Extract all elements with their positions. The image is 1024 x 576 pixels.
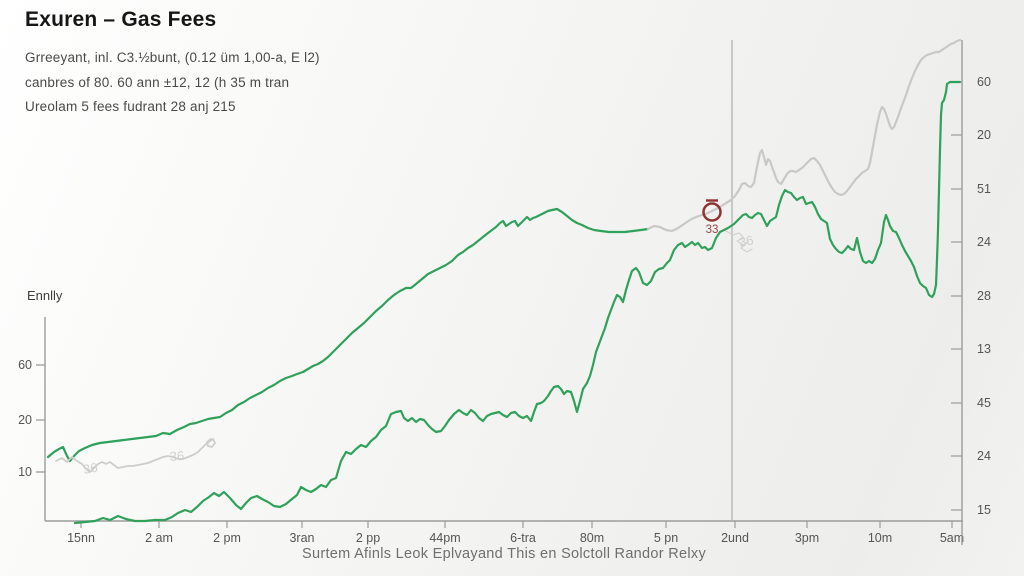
marker-value-label: 33	[706, 224, 719, 236]
x-axis-tick-label: 2 am	[145, 531, 173, 545]
axes-layer: 60 20 10 15nn 2 am 2 pm 3ran 2 pp 44pm 6-tra 80m 5 …	[18, 40, 991, 545]
subtitle-line-1: Grreeyant, inl. C3.½bunt, (0.12 üm 1,00-…	[25, 46, 320, 71]
x-axis-tick-label: 3ran	[289, 531, 314, 545]
right-axis-tick-label: 51	[977, 182, 991, 196]
series-green-lower-line	[73, 80, 962, 525]
x-axis-tick-label: 5 pn	[654, 531, 678, 545]
left-axis-tick-label: 10	[18, 465, 32, 479]
right-axis-tick-label: 60	[977, 75, 991, 89]
subtitle-line-2: canbres of 80. 60 ann ±12, 12 (h 35 m tr…	[25, 71, 320, 96]
series-layer	[46, 38, 962, 525]
left-axis-tick-label: 60	[18, 358, 32, 372]
x-axis-tick-label: 2und	[721, 531, 749, 545]
left-axis-title: Ennlly	[27, 288, 63, 303]
x-axis-tick-label: 10m	[868, 531, 892, 545]
right-axis-tick-label: 15	[977, 503, 991, 517]
subtitle-line-3: Ureolam 5 fees fudrant 28 anj 215	[25, 95, 320, 120]
chart-subtitle: Grreeyant, inl. C3.½bunt, (0.12 üm 1,00-…	[25, 46, 320, 120]
right-axis-tick-label: 45	[977, 396, 991, 410]
x-axis-tick-label: 5am	[940, 531, 964, 545]
right-axis-tick-label: 13	[977, 342, 991, 356]
x-axis-tick-label: 3pm	[795, 531, 819, 545]
header: Exuren – Gas Fees	[25, 8, 216, 32]
watermark-text: 36	[169, 448, 184, 464]
watermark-layer: 36 36 36	[82, 232, 755, 477]
x-axis-tick-label: 44pm	[429, 531, 460, 545]
series-green-upper-line	[46, 207, 650, 463]
chart-caption: Surtem Afinls Leok Eplvayand This en Sol…	[302, 546, 706, 562]
marker-circle[interactable]	[702, 202, 722, 222]
watermark-text: 36	[82, 460, 99, 477]
right-axis-tick-label: 28	[977, 289, 991, 303]
right-axis-tick-label: 24	[977, 235, 991, 249]
x-axis-tick-label: 2 pm	[213, 531, 241, 545]
series-gray-scribble-near-crosshair	[725, 230, 753, 253]
watermark-text: 36	[738, 232, 755, 250]
right-axis-tick-label: 20	[977, 128, 991, 142]
right-axis-tick-label: 24	[977, 449, 991, 463]
x-axis-tick-label: 15nn	[67, 531, 95, 545]
page-title: Exuren – Gas Fees	[25, 8, 217, 31]
x-axis-tick-label: 80m	[580, 531, 604, 545]
left-axis-tick-label: 20	[18, 413, 32, 427]
series-gray-squiggle-lower-left	[55, 438, 216, 473]
series-gray-main-line	[646, 38, 962, 233]
x-axis-tick-label: 2 pp	[356, 531, 380, 545]
x-axis-tick-label: 6-tra	[510, 531, 536, 545]
marker-layer: 33	[702, 199, 722, 236]
